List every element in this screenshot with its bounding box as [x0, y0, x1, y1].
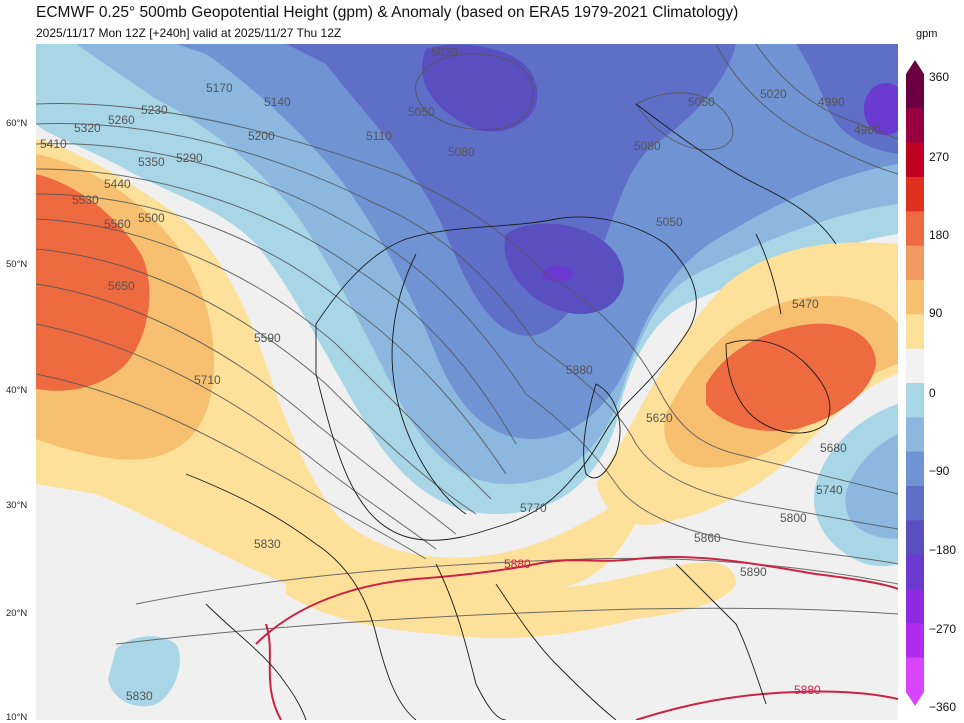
colorbar-band: [906, 245, 924, 281]
anomaly-map: 5020 5050 5170 5140 5230 5260 5320 5290 …: [36, 44, 898, 720]
colorbar-band: [906, 589, 924, 624]
contour-label: 5620: [646, 411, 673, 425]
contour-label: 5470: [792, 297, 819, 311]
contour-label: 5020: [760, 87, 787, 101]
west-positive-anomaly-light: [36, 139, 646, 608]
map-canvas: 5020 5050 5170 5140 5230 5260 5320 5290 …: [36, 44, 898, 720]
negative-anomaly-trough-core: [286, 44, 736, 336]
lat-label-60: 60°N: [6, 118, 28, 129]
colorbar-tick: −360: [929, 700, 957, 714]
colorbar-min-arrow: [906, 692, 924, 706]
negative-anomaly-trough-center: [422, 44, 538, 132]
lat-label-10: 10°N: [6, 712, 28, 723]
contour-label: 5110: [366, 129, 392, 143]
map-title: ECMWF 0.25° 500mb Geopotential Height (g…: [36, 4, 739, 21]
contour-label: 5020: [431, 45, 458, 59]
contour-label: 5080: [634, 139, 661, 153]
contour-label: 5650: [108, 279, 135, 293]
colorbar-band: [906, 108, 924, 144]
colorbar-band: [906, 211, 924, 247]
colorbar-band: [906, 520, 924, 556]
contour-label: 5530: [72, 193, 99, 207]
colorbar-tick: −90: [929, 464, 950, 478]
colorbar-band: [906, 623, 924, 659]
contour-label: 5680: [820, 441, 847, 455]
west-positive-anomaly-strong: [36, 174, 150, 391]
colorbar: [906, 60, 924, 706]
negative-anomaly-purple-spot: [542, 266, 574, 282]
contour-label: 5830: [254, 537, 281, 551]
contour-label: 5050: [408, 105, 435, 119]
contour-label: 5740: [816, 483, 843, 497]
contour-label: 5890: [740, 565, 767, 579]
contour-label: 5880: [566, 363, 593, 377]
colorbar-band: [906, 74, 924, 109]
colorbar-band: [906, 554, 924, 590]
contour-label: 4960: [854, 123, 881, 137]
colorbar-band: [906, 177, 924, 212]
contour-label: 5350: [138, 155, 165, 169]
contour-label: 5500: [138, 211, 165, 225]
colorbar-band: [906, 417, 924, 453]
contour-label: 5260: [108, 113, 135, 127]
colorbar-band: [906, 142, 924, 178]
colorbar-tick: 180: [929, 228, 950, 242]
contour-label: 5830: [126, 689, 153, 703]
ne-low-anomaly-core: [864, 83, 898, 135]
colorbar-band: [906, 451, 924, 487]
contour-label: 5770: [520, 501, 547, 515]
contour-label: 5320: [74, 121, 101, 135]
east-positive-anomaly-strong: [706, 323, 876, 432]
contour-label: 4990: [818, 95, 845, 109]
colorbar-tick: −180: [929, 543, 957, 557]
lat-label-20: 20°N: [6, 608, 28, 619]
colorbar-tick: 0: [929, 386, 936, 400]
colorbar-band: [906, 383, 924, 418]
contour-label: 5050: [688, 95, 715, 109]
colorbar-band: [906, 486, 924, 521]
contour-label-5880: 5880: [794, 683, 821, 697]
contour-label: 5170: [206, 81, 233, 95]
lat-label-40: 40°N: [6, 385, 28, 396]
contour-label: 5230: [141, 103, 168, 117]
colorbar-band: [906, 280, 924, 315]
contour-label-group: 5020 5050 5170 5140 5230 5260 5320 5290 …: [40, 45, 881, 703]
colorbar-band: [906, 314, 924, 350]
contour-label: 5200: [248, 129, 275, 143]
map-subtitle: 2025/11/17 Mon 12Z [+240h] valid at 2025…: [36, 26, 342, 40]
lat-label-50: 50°N: [6, 259, 28, 270]
colorbar-tick: 360: [929, 70, 950, 84]
colorbar-band: [906, 657, 924, 693]
colorbar-tick: 270: [929, 150, 950, 164]
contour-label: 5290: [176, 151, 203, 165]
colorbar-unit: gpm: [916, 28, 938, 40]
contour-label: 5410: [40, 137, 67, 151]
contour-label: 5800: [780, 511, 807, 525]
5880-contours: [255, 555, 898, 720]
se-negative-anomaly-core: [845, 434, 898, 539]
height-contours: [36, 44, 898, 645]
coastlines-borders: [185, 103, 837, 720]
contour-label: 5710: [194, 373, 221, 387]
colorbar-max-arrow: [906, 60, 924, 74]
colorbar-tick: 90: [929, 306, 943, 320]
contour-label: 5140: [264, 95, 291, 109]
contour-label-5880: 5880: [504, 557, 531, 571]
contour-label: 5050: [656, 215, 683, 229]
contour-label: 5560: [104, 217, 131, 231]
colorbar-tick: −270: [929, 622, 957, 636]
contour-label: 5590: [254, 331, 281, 345]
colorbar-band: [906, 348, 924, 384]
contour-label: 5080: [448, 145, 475, 159]
contour-label: 5440: [104, 177, 131, 191]
lat-label-30: 30°N: [6, 500, 28, 511]
contour-label: 5860: [694, 531, 721, 545]
bay-negative-anomaly: [108, 636, 180, 707]
